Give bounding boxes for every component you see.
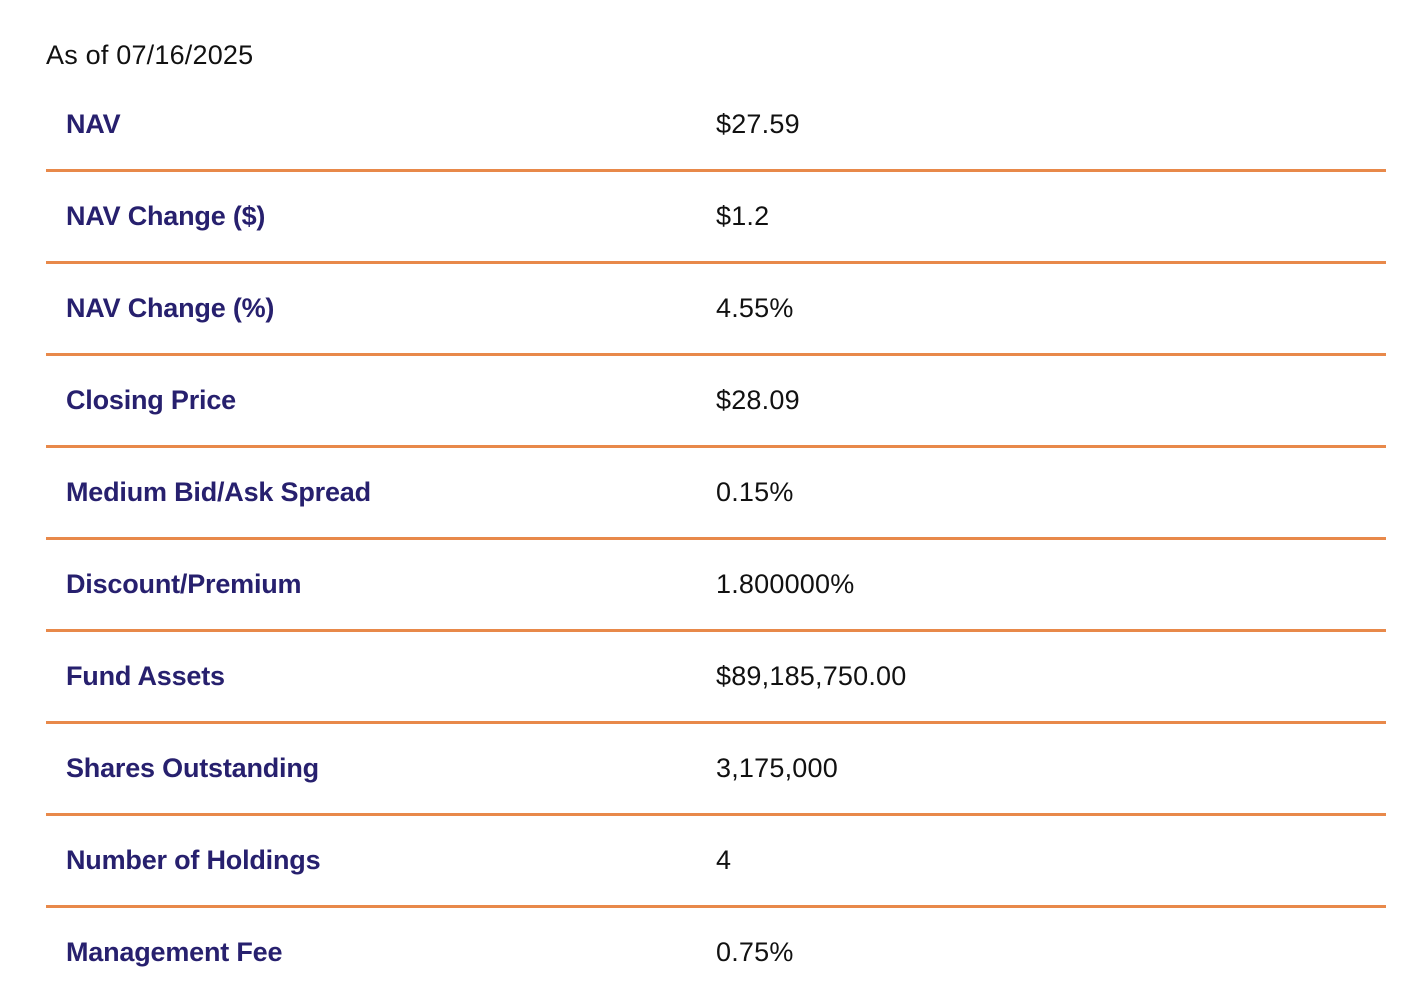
row-label-shares-outstanding: Shares Outstanding [66,753,319,783]
table-row: NAV Change ($) $1.2 [46,172,1386,264]
table-row: NAV $27.59 [46,80,1386,172]
row-label-nav: NAV [66,109,121,139]
table-row: NAV Change (%) 4.55% [46,264,1386,356]
row-value-shares-outstanding: 3,175,000 [716,753,838,783]
table-row: Medium Bid/Ask Spread 0.15% [46,448,1386,540]
row-label-nav-change-dollar: NAV Change ($) [66,201,266,231]
row-label-discount-premium: Discount/Premium [66,569,302,599]
table-row: Closing Price $28.09 [46,356,1386,448]
as-of-date: As of 07/16/2025 [46,40,254,70]
row-label-bid-ask-spread: Medium Bid/Ask Spread [66,477,371,507]
row-value-management-fee: 0.75% [716,937,794,967]
row-value-nav-change-dollar: $1.2 [716,201,770,231]
row-value-nav-change-percent: 4.55% [716,293,794,323]
row-value-bid-ask-spread: 0.15% [716,477,794,507]
row-value-nav: $27.59 [716,109,800,139]
row-label-number-of-holdings: Number of Holdings [66,845,321,875]
row-label-fund-assets: Fund Assets [66,661,225,691]
table-row: Management Fee 0.75% [46,908,1386,997]
table-row: Number of Holdings 4 [46,816,1386,908]
table-row: Discount/Premium 1.800000% [46,540,1386,632]
row-value-fund-assets: $89,185,750.00 [716,661,907,691]
row-label-nav-change-percent: NAV Change (%) [66,293,275,323]
row-value-discount-premium: 1.800000% [716,569,855,599]
fund-stats-table: NAV $27.59 NAV Change ($) $1.2 NAV Chang… [46,80,1386,997]
row-value-number-of-holdings: 4 [716,845,732,875]
row-label-management-fee: Management Fee [66,937,283,967]
row-label-closing-price: Closing Price [66,385,236,415]
table-row: Shares Outstanding 3,175,000 [46,724,1386,816]
row-value-closing-price: $28.09 [716,385,800,415]
table-row: Fund Assets $89,185,750.00 [46,632,1386,724]
